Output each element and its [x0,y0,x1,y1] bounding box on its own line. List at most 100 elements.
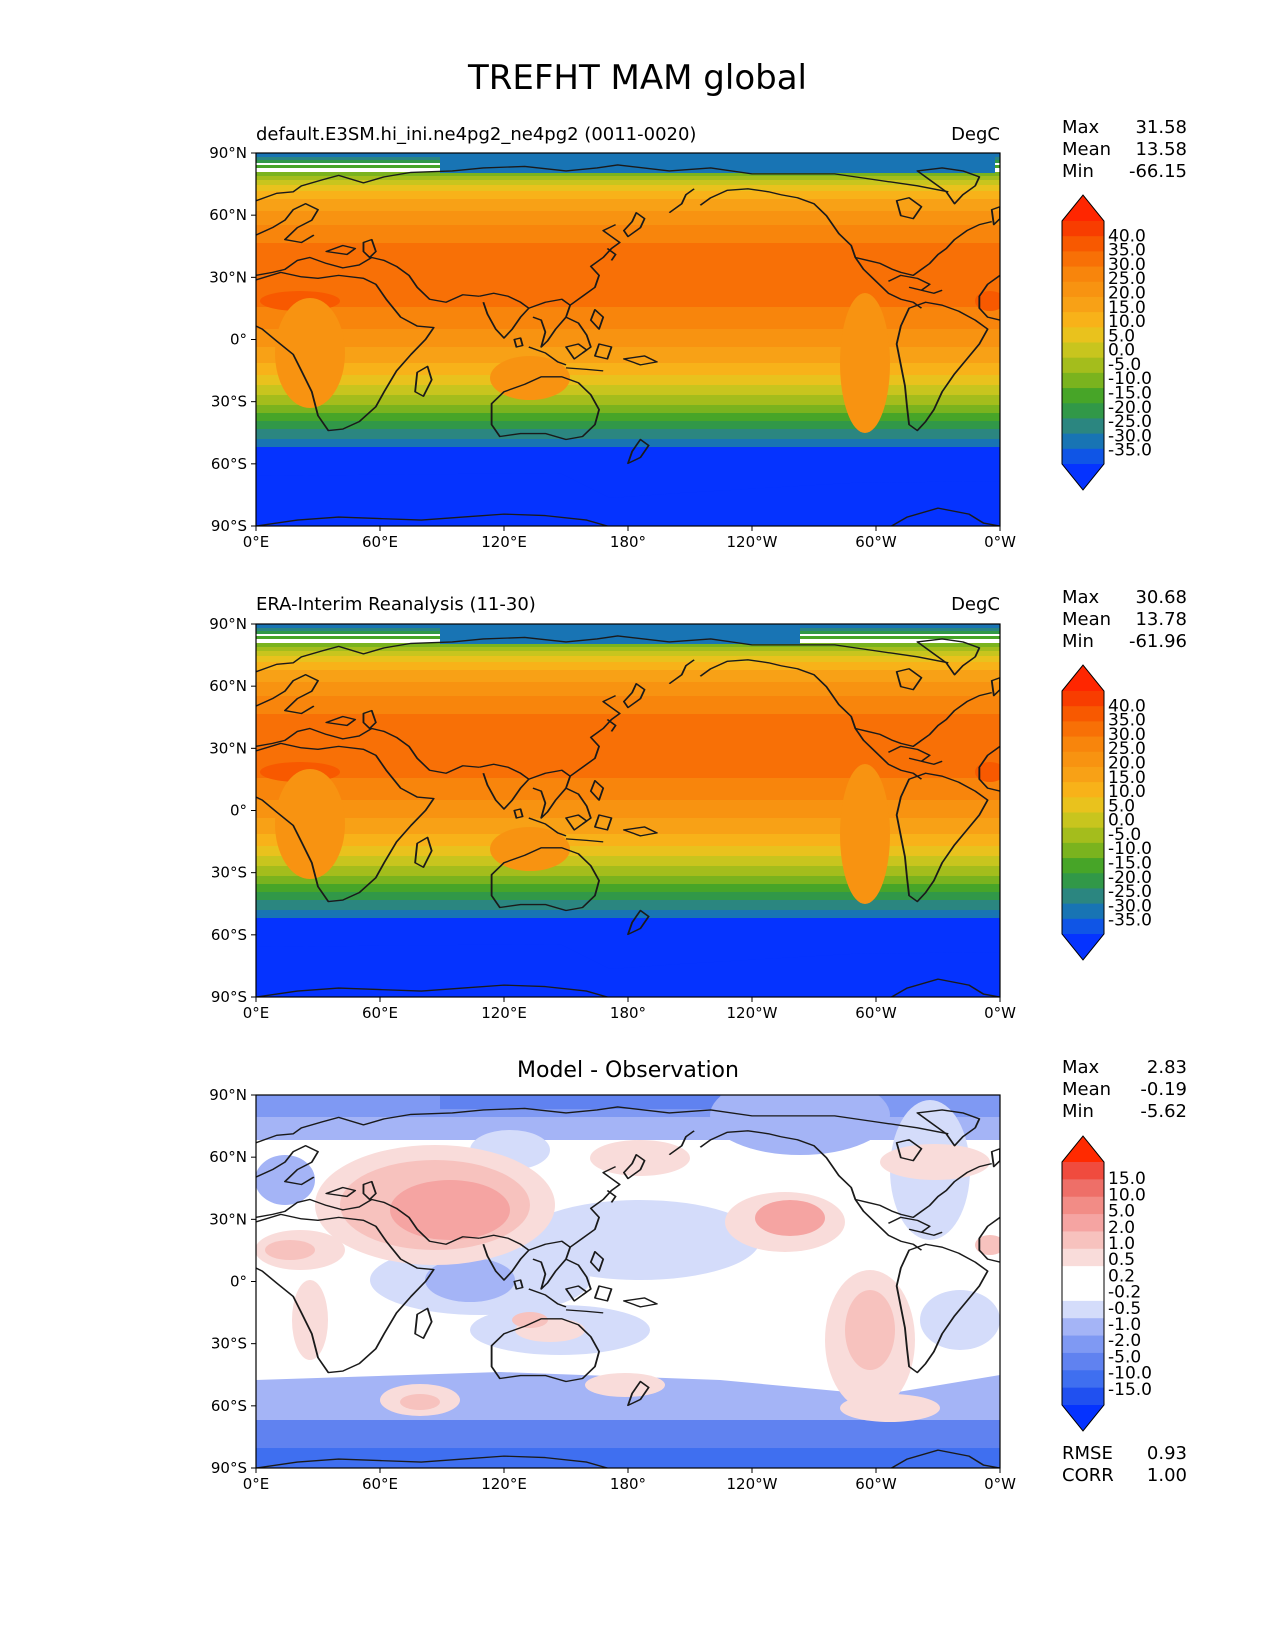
colorbar-tick-label: -15.0 [1108,384,1152,404]
colorbar-segment [1062,1283,1104,1302]
colorbar-segment [1062,251,1104,268]
stat-min-value: -5.62 [1140,1101,1187,1122]
colorbar-segment [1062,858,1104,874]
colorbar-tick-label: 5.0 [1108,1202,1135,1222]
stat-mean-value: 13.58 [1135,139,1187,160]
colorbar-tick-label: -10.0 [1108,369,1152,389]
colorbar-tick-label: 10.0 [1108,782,1146,802]
y-tick-label: 90°S [211,517,247,535]
colorbar-tick-label: 0.5 [1108,1250,1135,1270]
colorbar-tick-label: 35.0 [1108,711,1146,731]
x-tick-label: 120°W [727,1475,778,1493]
colorbar-tick-label: 15.0 [1108,298,1146,318]
figure-title: TREFHT MAM global [467,58,807,98]
panel-1-colorbar: 40.035.030.025.020.015.010.05.00.0-5.0-1… [1061,194,1152,491]
y-tick-label: 30°N [209,268,247,286]
x-tick-label: 120°E [481,1004,527,1022]
colorbar-segment [1062,721,1104,738]
panel-2-map: 0°E 60°E 120°E 180° 120°W 60°W 0°W 90°N 60°N 30°N… [209,615,1016,1022]
temperature-band [256,682,1000,697]
temperature-band [256,714,1000,779]
temperature-band [256,818,1000,835]
colorbar-tick-label: -35.0 [1108,441,1152,461]
temperature-band [256,846,1000,857]
colorbar-segment [1062,1231,1104,1250]
panel-1-left-title: default.E3SM.hi_ini.ne4pg2_ne4pg2 (0011-… [256,124,697,145]
colorbar-tick-label: -15.0 [1108,854,1152,874]
colorbar-extend-min [1062,464,1104,490]
temperature-band [256,696,1000,715]
panel-2-colorbar: 40.035.030.025.020.015.010.05.00.0-5.0-1… [1061,664,1152,961]
y-tick-label: 90°N [209,615,247,633]
colorbar-tick-label: 2.0 [1108,1218,1135,1238]
colorbar-segment [1062,433,1104,450]
stat-label: Mean [1062,139,1112,160]
colorbar-tick-label: 5.0 [1108,796,1135,816]
colorbar-segment [1062,782,1104,798]
temperature-band [256,421,1000,430]
colorbar-tick-label: 0.0 [1108,341,1135,361]
colorbar-segment [1062,1335,1104,1354]
y-tick-label: 90°S [211,1459,247,1477]
colorbar-segment [1062,1318,1104,1337]
colorbar-tick-label: 5.0 [1108,326,1135,346]
temperature-band [256,363,1000,376]
x-tick-label: 0°W [984,1475,1016,1493]
panel-2-units: DegC [951,594,1000,615]
colorbar-tick-label: -35.0 [1108,911,1152,931]
temperature-band [256,651,1000,657]
colorbar-tick-label: 10.0 [1108,312,1146,332]
temperature-band [256,413,1000,422]
colorbar-segment [1062,357,1104,374]
colorbar-tick-label: 30.0 [1108,725,1146,745]
colorbar-segment [1062,1179,1104,1198]
colorbar-tick-label: 20.0 [1108,283,1146,303]
temperature-band [256,385,1000,396]
panel-1-units: DegC [951,124,1000,145]
colorbar-tick-label: -15.0 [1108,1380,1152,1400]
y-tick-label: 30°S [211,864,247,882]
panel-3-stats: Max 2.83 Mean -0.19 Min -5.62 [1062,1057,1187,1123]
colorbar-segment [1062,448,1104,465]
colorbar-outline [1061,194,1105,491]
panel-3-title: Model - Observation [517,1058,739,1083]
colorbar-tick-label: -5.0 [1108,355,1141,375]
stat-label: Min [1062,631,1094,652]
panel-1-stats: Max 31.58 Mean 13.58 Min -66.15 [1062,117,1187,183]
y-tick-label: 60°N [209,1148,247,1166]
stat-label: Mean [1062,609,1112,630]
colorbar-segment [1062,706,1104,722]
x-tick-label: 120°E [481,1475,527,1493]
y-tick-label: 0° [230,802,247,820]
temperature-band [256,405,1000,414]
temperature-band [256,643,1000,647]
colorbar-tick-label: 10.0 [1108,1185,1146,1205]
colorbar-segment [1062,1300,1104,1319]
temperature-band [256,243,1000,308]
colorbar-segment [1062,327,1104,343]
temperature-band [256,892,1000,901]
colorbar-segment [1062,221,1104,237]
panel-2-left-title: ERA-Interim Reanalysis (11-30) [256,594,536,615]
colorbar-tick-label: -0.2 [1108,1283,1141,1303]
stat-label: Max [1062,587,1100,608]
colorbar-tick-label: -20.0 [1108,398,1152,418]
stat-label: Max [1062,1057,1100,1078]
colorbar-tick-label: -0.5 [1108,1299,1141,1319]
stat-label: Min [1062,1101,1094,1122]
stat-rmse-value: 0.93 [1146,1443,1187,1464]
x-tick-label: 120°W [727,1004,778,1022]
y-tick-label: 90°N [209,1086,247,1104]
stat-max-value: 31.58 [1135,117,1187,138]
y-tick-label: 30°S [211,1335,247,1353]
stat-mean-value: 13.78 [1135,609,1187,630]
temperature-band [256,866,1000,877]
x-tick-label: 0°E [243,533,270,551]
colorbar-tick-label: 15.0 [1108,1169,1146,1189]
colorbar-segment [1062,873,1104,889]
x-tick-label: 180° [610,1004,646,1022]
colorbar-tick-label: -10.0 [1108,839,1152,859]
colorbar-tick-label: -30.0 [1108,896,1152,916]
colorbar-tick-label: -5.0 [1108,825,1141,845]
